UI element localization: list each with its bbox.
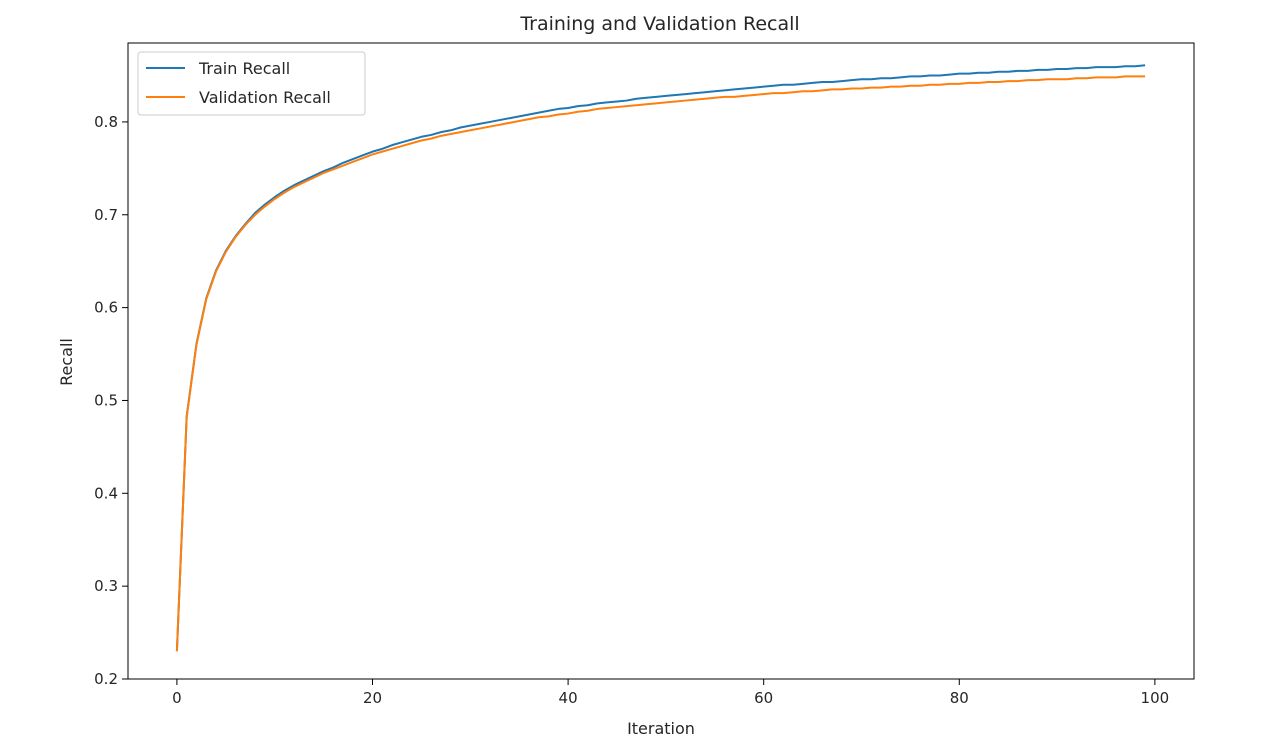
y-tick-label: 0.2: [94, 670, 118, 688]
legend-label-validation: Validation Recall: [199, 88, 331, 107]
series-line-validation-recall: [175, 75, 1146, 652]
y-axis-label: Recall: [57, 338, 76, 386]
x-tick-label: 0: [172, 689, 182, 707]
y-tick-label: 0.8: [94, 113, 118, 131]
y-tick-label: 0.5: [94, 391, 118, 409]
y-tick-label: 0.4: [94, 484, 118, 502]
y-tick-label: 0.7: [94, 206, 118, 224]
x-tick-label: 100: [1141, 689, 1170, 707]
x-axis: 0 20 40 60 80 100: [172, 679, 1169, 707]
series-layer: [175, 64, 1146, 652]
chart-title: Training and Validation Recall: [519, 13, 799, 35]
series-line-train-recall: [175, 64, 1146, 652]
x-tick-label: 40: [559, 689, 578, 707]
y-tick-label: 0.3: [94, 577, 118, 595]
legend-label-train: Train Recall: [198, 59, 290, 78]
legend-box: [137, 51, 366, 116]
x-tick-label: 20: [363, 689, 382, 707]
y-axis: 0.2 0.3 0.4 0.5 0.6 0.7 0.8: [94, 113, 128, 688]
plot-area-frame: [127, 42, 1195, 680]
y-tick-label: 0.6: [94, 299, 118, 317]
x-tick-label: 80: [950, 689, 969, 707]
x-axis-label: Iteration: [627, 719, 695, 738]
x-tick-label: 60: [754, 689, 773, 707]
legend: Train Recall Validation Recall: [137, 51, 366, 116]
